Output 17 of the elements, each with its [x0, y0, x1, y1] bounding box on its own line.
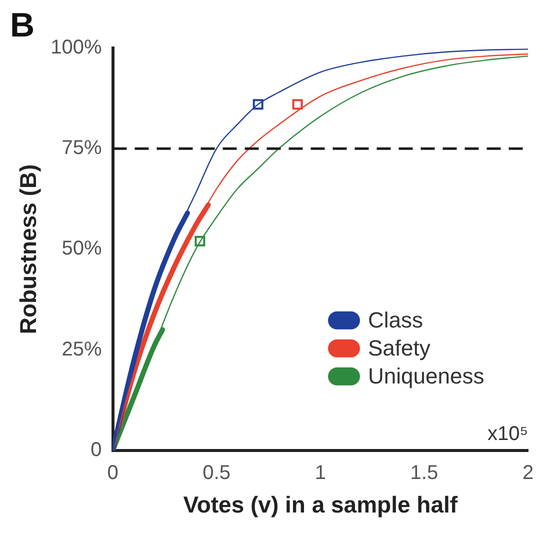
x-tick-label: 1.5: [410, 462, 438, 484]
x-axis-title: Votes (v) in a sample half: [183, 492, 458, 518]
legend-label: Class: [368, 307, 424, 332]
annotation: x10⁵: [487, 422, 528, 445]
legend-label: Uniqueness: [368, 363, 484, 388]
y-tick-label: 75%: [62, 137, 102, 160]
y-tick-label: 0: [90, 438, 102, 461]
legend-label: Safety: [368, 335, 430, 360]
x-tick-label: 0: [107, 462, 118, 484]
y-axis-title: Robustness (B): [15, 164, 42, 334]
y-tick-label: 25%: [62, 338, 102, 360]
y-tick-label: 100%: [50, 36, 102, 59]
y-tick-label: 50%: [62, 238, 102, 260]
x-tick-label: 1: [314, 462, 326, 484]
chart-title: B: [10, 6, 35, 44]
x-tick-label: 0.5: [202, 462, 230, 484]
x-tick-label: 2: [522, 462, 534, 484]
